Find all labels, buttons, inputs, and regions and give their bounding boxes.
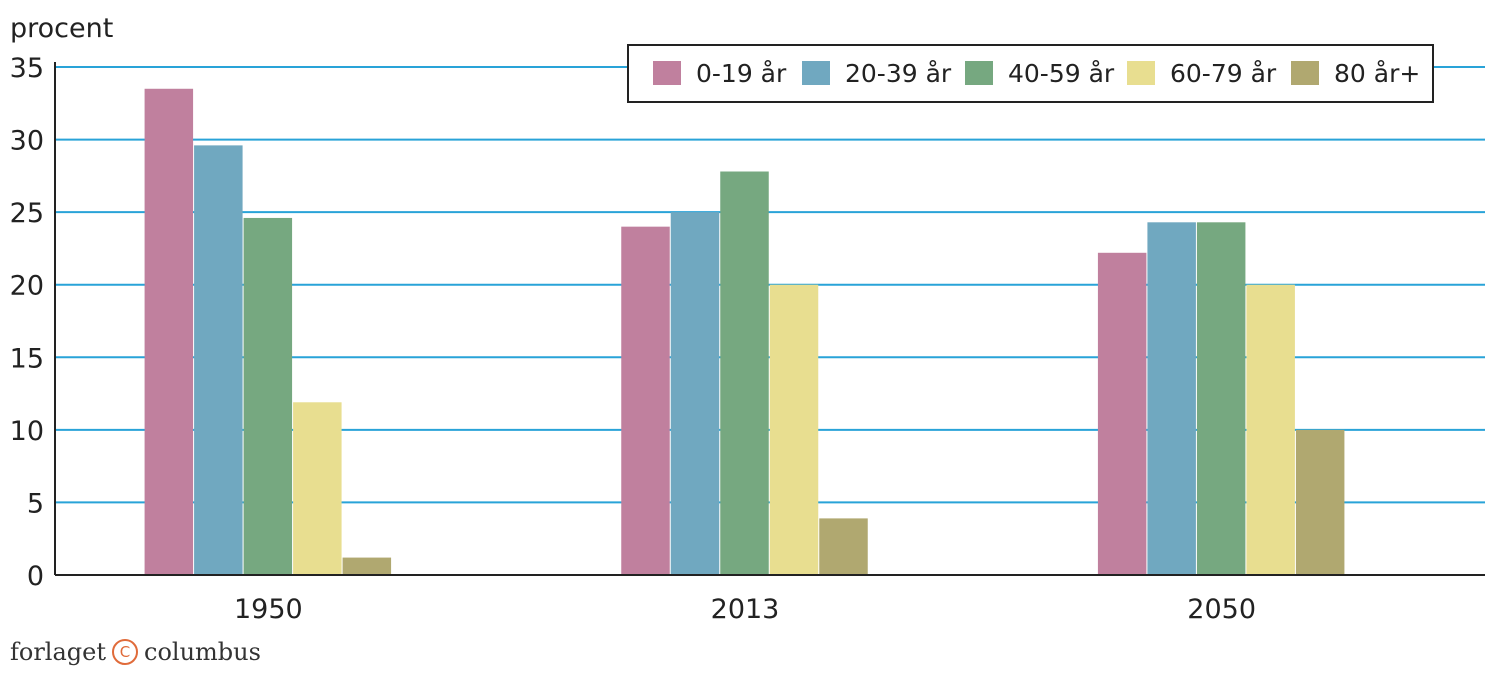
bar [342,557,392,575]
y-tick-label: 10 [10,416,44,447]
copyright-logo-icon: C [112,639,138,665]
y-tick-label: 20 [10,271,44,302]
bar [1196,222,1246,575]
legend-swatch [965,61,993,85]
bar [819,518,868,575]
y-tick-label: 0 [27,561,44,592]
y-tick-label: 35 [10,53,44,84]
x-tick-label: 2013 [711,594,780,625]
y-tick-label: 5 [27,488,44,519]
axes [54,62,1485,576]
bars [144,88,1345,576]
bar [1246,284,1295,575]
legend: 0-19 år 20-39 år 40-59 år 60-79 år 80 år+ [627,44,1434,103]
bar [720,171,769,575]
legend-swatch [653,61,681,85]
bar [194,145,243,575]
bar [621,226,670,575]
y-tick-label: 30 [10,126,44,157]
legend-swatch [1291,61,1319,85]
legend-label: 20-39 år [845,59,952,88]
bar [1295,429,1345,575]
credit-right-text: columbus [144,638,261,666]
legend-label: 0-19 år [696,59,787,88]
legend-swatch [1127,61,1155,85]
bar [243,217,293,575]
bar [769,284,819,575]
bar [1097,252,1147,576]
bar [670,212,720,575]
y-tick-label: 15 [10,343,44,374]
legend-label: 80 år+ [1334,59,1420,88]
x-tick-label: 1950 [234,594,303,625]
x-tick-label: 2050 [1187,594,1256,625]
legend-label: 60-79 år [1170,59,1277,88]
y-tick-label: 25 [10,198,44,229]
y-tick-labels: 0 5 10 15 20 25 30 35 [10,53,44,592]
legend-swatch [802,61,830,85]
x-tick-labels: 1950 2013 2050 [234,594,1256,625]
credit-left-text: forlaget [10,638,106,666]
bar [144,88,194,576]
bar [1147,222,1196,575]
publisher-credit: forlaget C columbus [10,638,261,666]
bar [293,402,342,575]
y-axis-label: procent [10,13,113,44]
legend-label: 40-59 år [1008,59,1115,88]
